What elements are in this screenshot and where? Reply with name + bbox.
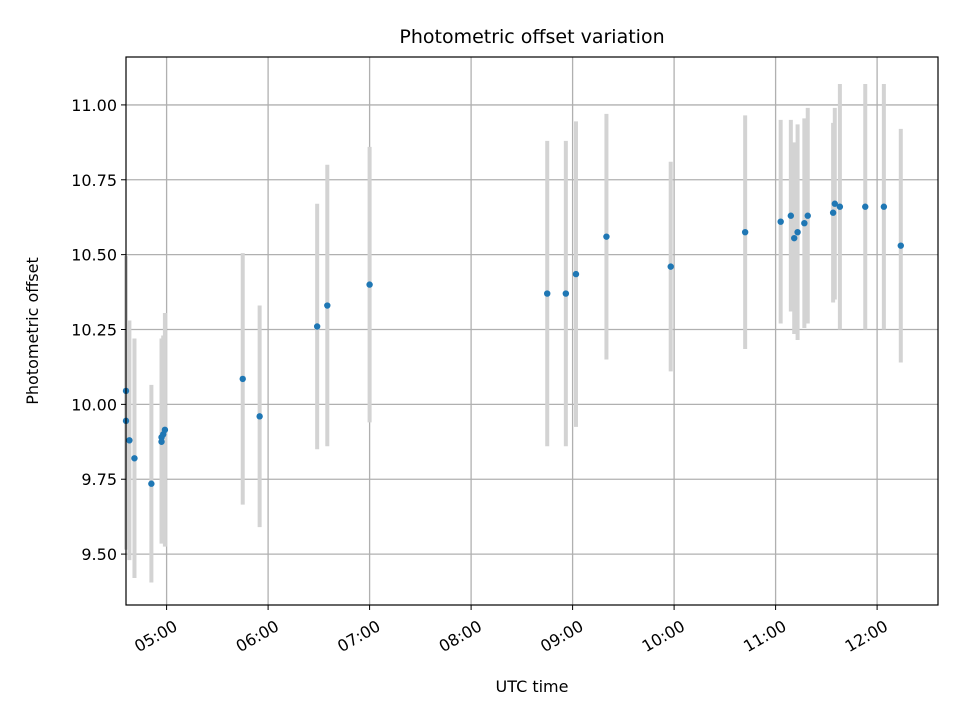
data-point [239, 375, 246, 383]
data-point [787, 212, 795, 219]
data-point [544, 290, 551, 297]
y-tick-label: 9.50 [81, 545, 117, 564]
x-tick-label: 06:00 [233, 616, 282, 656]
data-point [791, 234, 798, 242]
data-point [777, 218, 784, 225]
data-point [801, 219, 808, 227]
y-tick-label: 9.75 [81, 470, 117, 489]
x-tick-label: 08:00 [436, 616, 485, 656]
y-tick-label: 10.75 [71, 171, 117, 190]
data-point [862, 203, 869, 210]
data-point [794, 228, 801, 236]
data-point [158, 438, 165, 445]
data-point [804, 212, 811, 219]
data-point [562, 290, 570, 297]
data-point [836, 203, 844, 210]
data-point [741, 228, 749, 236]
data-point [831, 200, 839, 207]
data-point [603, 233, 610, 240]
y-tick-label: 10.25 [71, 321, 117, 340]
data-point [880, 203, 888, 210]
data-point [256, 413, 263, 420]
plot-area-frame [125, 56, 939, 606]
error-bars [124, 83, 903, 583]
data-point [131, 455, 138, 462]
x-axis-title: UTC time [496, 677, 569, 696]
y-tick-label: 11.00 [71, 96, 117, 115]
x-tick-label: 10:00 [639, 616, 688, 656]
data-point [161, 426, 169, 434]
data-point [148, 480, 155, 487]
data-point [366, 281, 373, 288]
data-point [324, 302, 331, 309]
y-axis-title: Photometric offset [23, 257, 42, 405]
x-tick-label: 11:00 [740, 616, 789, 656]
data-point [313, 323, 321, 330]
data-point [126, 437, 133, 444]
x-tick-label: 05:00 [131, 616, 180, 656]
chart-title: Photometric offset variation [399, 26, 664, 48]
y-tick-label: 10.00 [71, 395, 117, 414]
grid-lines [126, 57, 938, 605]
x-tick-label: 07:00 [334, 616, 383, 656]
data-point [667, 263, 674, 270]
data-point [572, 270, 580, 278]
data-point [829, 209, 837, 216]
x-tick-label: 12:00 [842, 616, 891, 656]
x-tick-label: 09:00 [537, 616, 586, 656]
data-points [122, 200, 904, 487]
data-point [897, 242, 904, 249]
y-tick-label: 10.50 [71, 246, 117, 265]
